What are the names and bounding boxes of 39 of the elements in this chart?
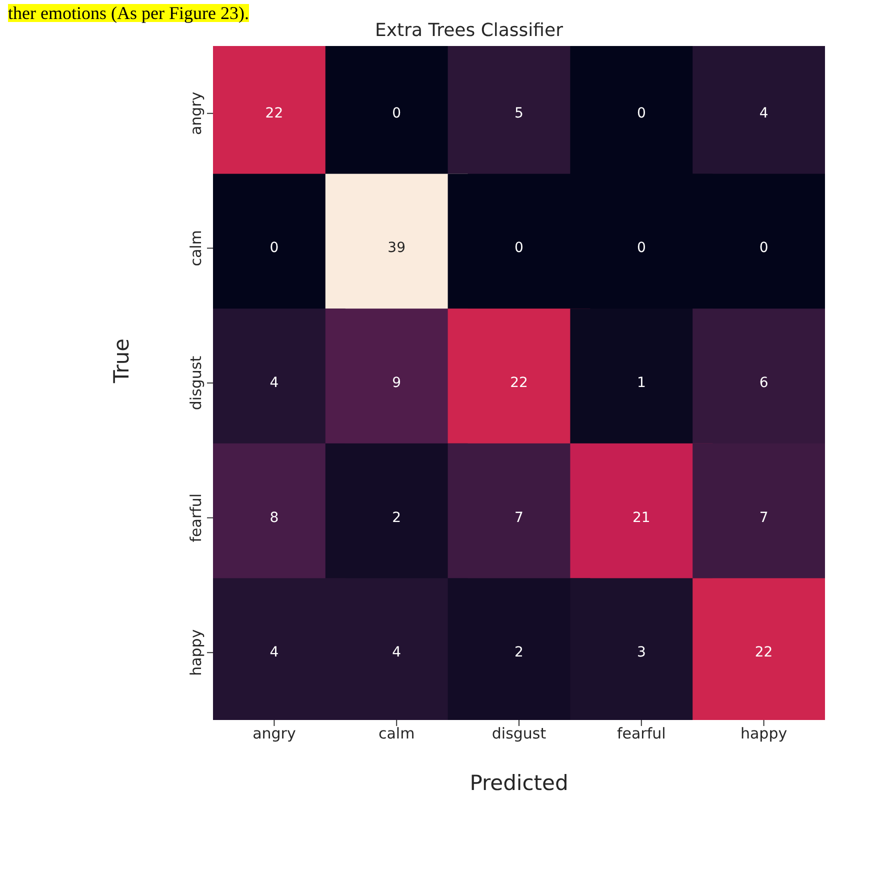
y-tick-label: disgust (187, 356, 205, 410)
x-axis-title: Predicted (470, 771, 568, 795)
data-label: 39 (388, 240, 406, 256)
data-label: 22 (265, 105, 284, 122)
data-label: 8 (270, 510, 279, 526)
data-label: 0 (636, 240, 646, 256)
data-label: 4 (270, 375, 279, 391)
data-label: 4 (759, 105, 768, 122)
data-label: 4 (392, 644, 402, 661)
x-tick-label: angry (252, 724, 296, 743)
text: ther emotions (As per Figure 23). (8, 3, 249, 23)
data-label: 21 (632, 510, 650, 526)
data-label: 1 (636, 375, 646, 391)
data-label: 6 (759, 375, 768, 391)
y-tick-label: happy (187, 629, 205, 676)
data-label: 0 (392, 105, 402, 122)
data-label: 4 (270, 644, 279, 661)
data-label: 22 (510, 375, 528, 391)
data-label: 3 (636, 644, 646, 661)
data-label: 7 (759, 510, 768, 526)
data-label: 2 (514, 644, 524, 661)
data-label: 5 (514, 105, 524, 122)
data-label: 7 (514, 510, 524, 526)
x-tick-label: fearful (616, 724, 666, 743)
data-label: 22 (754, 644, 773, 661)
y-tick-label: angry (187, 92, 205, 136)
data-label: 9 (392, 375, 402, 391)
x-tick-label: disgust (492, 724, 546, 743)
data-label: 2 (392, 510, 402, 526)
data-label: 0 (270, 240, 279, 256)
data-label: 0 (636, 105, 646, 122)
y-tick-label: calm (187, 230, 205, 266)
x-tick-label: calm (378, 724, 415, 743)
chart-title: Extra Trees Classifier (374, 20, 563, 41)
y-tick-label: fearful (187, 493, 205, 542)
x-tick-label: happy (740, 724, 788, 743)
y-axis-title: True (109, 338, 134, 384)
data-label: 0 (759, 240, 768, 256)
data-label: 0 (514, 240, 524, 256)
